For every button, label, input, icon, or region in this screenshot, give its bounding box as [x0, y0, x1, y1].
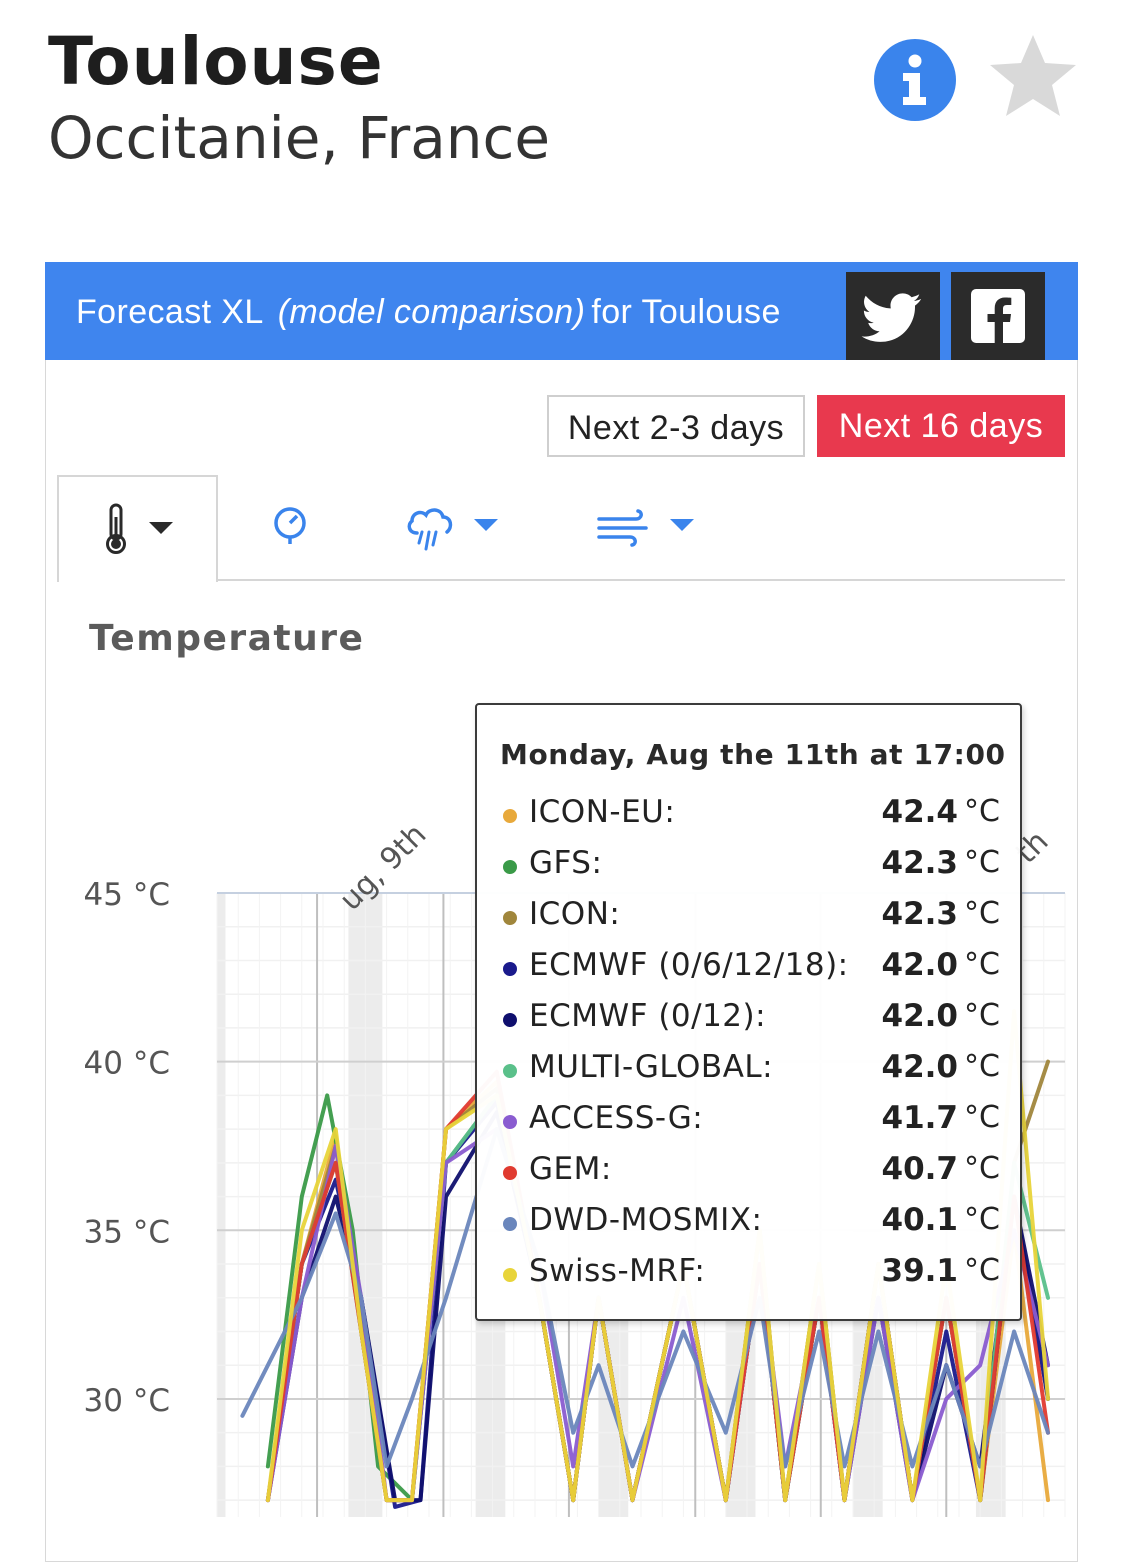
series-color-dot	[503, 1166, 517, 1180]
tooltip-series-name: MULTI-GLOBAL:	[529, 1049, 774, 1085]
tooltip-series-value: 40.1	[881, 1202, 959, 1238]
banner-title-emphasis: (model comparison)	[277, 293, 586, 331]
tooltip-series-name: DWD-MOSMIX:	[529, 1202, 763, 1238]
forecast-banner: Forecast XL (model comparison) for Toulous…	[45, 262, 1078, 360]
tab-bar-divider	[217, 579, 1065, 581]
twitter-icon	[861, 293, 921, 342]
tooltip-series-value: 42.4	[881, 794, 959, 830]
facebook-share-button[interactable]	[951, 272, 1045, 360]
tooltip-series-name: ACCESS-G:	[529, 1100, 704, 1136]
section-title: Temperature	[89, 618, 365, 659]
tooltip-row: DWD-MOSMIX: 40.1 °C	[500, 1200, 1000, 1251]
thermometer-icon	[106, 503, 126, 554]
chevron-down-icon	[474, 519, 498, 531]
tooltip-unit: °C	[964, 845, 1000, 880]
next-16-days-button[interactable]: Next 16 days	[817, 395, 1065, 457]
tooltip-series-value: 42.0	[881, 998, 959, 1034]
tooltip-series-name: ECMWF (0/12):	[529, 998, 767, 1034]
gauge-icon	[274, 507, 306, 544]
favorite-button[interactable]	[986, 30, 1080, 124]
tooltip-series-name: GEM:	[529, 1151, 612, 1187]
tooltip-header: Monday, Aug the 11th at 17:00	[500, 738, 1006, 771]
series-line-dwd-mosmix[interactable]	[240, 1127, 1050, 1469]
tooltip-row: MULTI-GLOBAL: 42.0 °C	[500, 1047, 1000, 1098]
info-button[interactable]	[874, 39, 956, 121]
tooltip-row: ECMWF (0/6/12/18): 42.0 °C	[500, 945, 1000, 996]
series-color-dot	[503, 1217, 517, 1231]
series-color-dot	[503, 1268, 517, 1282]
tooltip-series-value: 42.0	[881, 947, 959, 983]
tooltip-row: Swiss-MRF: 39.1 °C	[500, 1251, 1000, 1302]
tooltip-row: ECMWF (0/12): 42.0 °C	[500, 996, 1000, 1047]
tooltip-series-value: 42.0	[881, 1049, 959, 1085]
series-color-dot	[503, 860, 517, 874]
region-subtitle: Occitanie, France	[48, 104, 551, 172]
series-color-dot	[503, 911, 517, 925]
tooltip-row: ICON: 42.3 °C	[500, 894, 1000, 945]
tooltip-unit: °C	[964, 1202, 1000, 1237]
tooltip-unit: °C	[964, 794, 1000, 829]
tab-pressure[interactable]	[270, 497, 310, 557]
banner-title-suffix: for Toulouse	[591, 293, 781, 331]
chevron-down-icon	[670, 519, 694, 531]
chevron-down-icon	[149, 522, 173, 534]
facebook-icon	[971, 289, 1025, 343]
tooltip-series-value: 42.3	[881, 896, 959, 932]
tooltip-series-name: ICON-EU:	[529, 794, 676, 830]
y-tick-label: 40 °C	[84, 1046, 170, 1082]
y-tick-label: 35 °C	[84, 1214, 170, 1250]
tooltip-series-value: 40.7	[881, 1151, 959, 1187]
tooltip-row: GFS: 42.3 °C	[500, 843, 1000, 894]
banner-title: Forecast XL (model comparison) for Toulous…	[76, 262, 781, 362]
tooltip-row: ACCESS-G: 41.7 °C	[500, 1098, 1000, 1149]
tooltip-unit: °C	[964, 896, 1000, 931]
tooltip-series-name: ICON:	[529, 896, 621, 932]
info-icon	[903, 54, 926, 105]
y-tick-label: 45 °C	[84, 877, 170, 913]
tooltip-series-name: GFS:	[529, 845, 603, 881]
series-color-dot	[503, 1064, 517, 1078]
twitter-share-button[interactable]	[846, 272, 940, 360]
tab-temperature[interactable]	[57, 475, 218, 582]
tooltip-unit: °C	[964, 947, 1000, 982]
series-line-swiss-mrf[interactable]	[265, 1009, 1050, 1503]
series-color-dot	[503, 1115, 517, 1129]
rain-cloud-icon	[407, 508, 453, 551]
tooltip-series-value: 41.7	[881, 1100, 959, 1136]
tooltip-unit: °C	[964, 998, 1000, 1033]
night-band	[217, 893, 226, 1517]
chart-tooltip: Monday, Aug the 11th at 17:00 ICON-EU: 42…	[475, 703, 1022, 1321]
tab-precipitation[interactable]	[404, 497, 500, 557]
tooltip-unit: °C	[964, 1049, 1000, 1084]
tooltip-row: GEM: 40.7 °C	[500, 1149, 1000, 1200]
wind-icon	[597, 509, 648, 547]
tooltip-row: ICON-EU: 42.4 °C	[500, 792, 1000, 843]
tooltip-unit: °C	[964, 1100, 1000, 1135]
tooltip-unit: °C	[964, 1151, 1000, 1186]
series-color-dot	[503, 962, 517, 976]
tooltip-series-name: ECMWF (0/6/12/18):	[529, 947, 849, 983]
y-tick-label: 30 °C	[84, 1383, 170, 1419]
banner-title-prefix: Forecast XL	[76, 293, 264, 331]
tab-wind[interactable]	[596, 497, 696, 557]
x-tick-label: ug, 9th	[333, 817, 433, 917]
tooltip-series-name: Swiss-MRF:	[529, 1253, 706, 1289]
series-color-dot	[503, 1013, 517, 1027]
next-2-3-days-button[interactable]: Next 2-3 days	[547, 395, 805, 457]
tooltip-series-value: 39.1	[881, 1253, 959, 1289]
tooltip-unit: °C	[964, 1253, 1000, 1288]
star-icon	[990, 35, 1076, 116]
tooltip-series-value: 42.3	[881, 845, 959, 881]
series-color-dot	[503, 809, 517, 823]
city-title: Toulouse	[48, 23, 384, 100]
